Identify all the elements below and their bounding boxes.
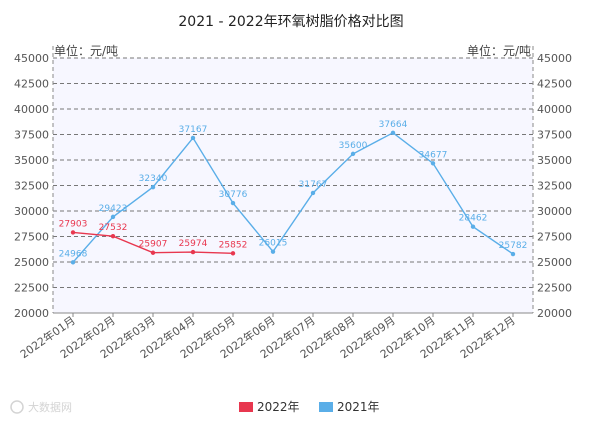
- data-point[interactable]: [110, 233, 116, 239]
- data-label: 32340: [139, 174, 168, 184]
- y-axis-unit-left: 单位：元/吨: [54, 43, 118, 58]
- data-point[interactable]: [190, 135, 196, 141]
- y-tick-label: 40000: [14, 103, 49, 116]
- data-point[interactable]: [150, 250, 156, 255]
- data-point[interactable]: [390, 130, 396, 136]
- data-point[interactable]: [350, 151, 356, 157]
- legend-label: 2022年: [257, 400, 300, 414]
- data-label: 30776: [219, 190, 248, 200]
- data-point[interactable]: [230, 251, 236, 256]
- series-0: 27903 27532 25907 25974 25852: [59, 219, 248, 256]
- y-tick-label: 25000: [537, 256, 572, 269]
- y-axis-unit-right: 单位：元/吨: [467, 43, 531, 58]
- y-tick-label: 32500: [14, 180, 49, 193]
- data-label: 37664: [379, 120, 408, 130]
- data-point[interactable]: [270, 249, 276, 254]
- x-ticks: 2022年01月2022年02月2022年03月2022年04月2022年05月…: [17, 313, 517, 361]
- legend[interactable]: 2022年 2021年: [239, 400, 380, 414]
- y-tick-label: 22500: [14, 282, 49, 295]
- data-point[interactable]: [230, 200, 236, 206]
- data-point[interactable]: [470, 224, 476, 229]
- series-layer: 24968 29423 32340 37167 30776 26015 31767 35600…: [59, 120, 528, 265]
- y-tick-label: 25000: [14, 256, 49, 269]
- grid-lines: [53, 57, 533, 288]
- data-point[interactable]: [190, 249, 196, 255]
- data-point[interactable]: [510, 251, 516, 257]
- y-tick-label: 20000: [14, 307, 49, 320]
- y-tick-label: 30000: [14, 205, 49, 218]
- data-point[interactable]: [110, 214, 116, 220]
- legend-swatch: [239, 402, 253, 412]
- y-tick-label: 45000: [537, 52, 572, 65]
- legend-item[interactable]: 2021年: [319, 400, 380, 414]
- y-tick-label: 27500: [537, 231, 572, 244]
- chart-title: 2021 - 2022年环氧树脂价格对比图: [178, 14, 403, 30]
- series-line: [72, 131, 514, 263]
- data-label: 24968: [59, 249, 88, 259]
- data-label: 27903: [59, 219, 88, 229]
- y-tick-label: 22500: [537, 282, 572, 295]
- y-tick-label: 32500: [537, 180, 572, 193]
- y-tick-label: 35000: [537, 154, 572, 167]
- y-ticks-right: 20000 22500 25000 27500 30000 32500 35000 37500…: [537, 52, 572, 320]
- y-tick-label: 42500: [14, 78, 49, 91]
- y-tick-label: 37500: [537, 129, 572, 142]
- y-tick-label: 35000: [14, 154, 49, 167]
- data-label: 25907: [139, 240, 168, 250]
- data-point[interactable]: [430, 161, 436, 166]
- data-label: 35600: [339, 141, 368, 151]
- data-label: 37167: [179, 125, 208, 135]
- watermark-text: 大数据网: [28, 400, 72, 414]
- data-label: 27532: [99, 223, 128, 233]
- y-ticks-left: 20000 22500 25000 27500 30000 32500 35000 37500…: [14, 52, 49, 320]
- data-label: 25782: [499, 241, 528, 251]
- data-label: 26015: [259, 239, 288, 249]
- y-tick-label: 40000: [537, 103, 572, 116]
- y-tick-label: 42500: [537, 78, 572, 91]
- y-tick-label: 20000: [537, 307, 572, 320]
- legend-swatch: [319, 402, 333, 412]
- data-label: 25974: [179, 239, 208, 249]
- legend-item[interactable]: 2022年: [239, 400, 300, 414]
- legend-label: 2021年: [337, 400, 380, 414]
- watermark: 大数据网: [10, 400, 72, 414]
- data-point[interactable]: [70, 260, 76, 265]
- y-tick-label: 27500: [14, 231, 49, 244]
- series-1: 24968 29423 32340 37167 30776 26015 31767 35600…: [59, 120, 528, 265]
- data-label: 34677: [419, 150, 448, 160]
- data-point[interactable]: [310, 190, 316, 196]
- data-label: 25852: [219, 240, 248, 250]
- data-label: 31767: [299, 180, 328, 190]
- data-point[interactable]: [70, 230, 76, 235]
- data-point[interactable]: [150, 184, 156, 190]
- data-label: 29423: [99, 204, 128, 214]
- y-tick-label: 45000: [14, 52, 49, 65]
- y-tick-label: 30000: [537, 205, 572, 218]
- data-label: 28462: [459, 214, 488, 224]
- watermark-logo-icon: [10, 400, 24, 414]
- y-tick-label: 37500: [14, 129, 49, 142]
